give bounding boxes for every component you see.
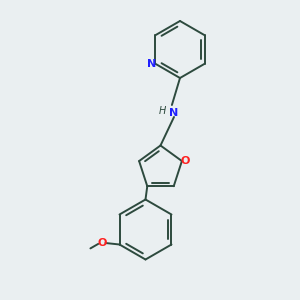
Text: H: H (158, 106, 166, 116)
Text: N: N (169, 107, 178, 118)
Text: O: O (97, 238, 106, 248)
Text: O: O (181, 156, 190, 166)
Text: N: N (147, 59, 156, 69)
